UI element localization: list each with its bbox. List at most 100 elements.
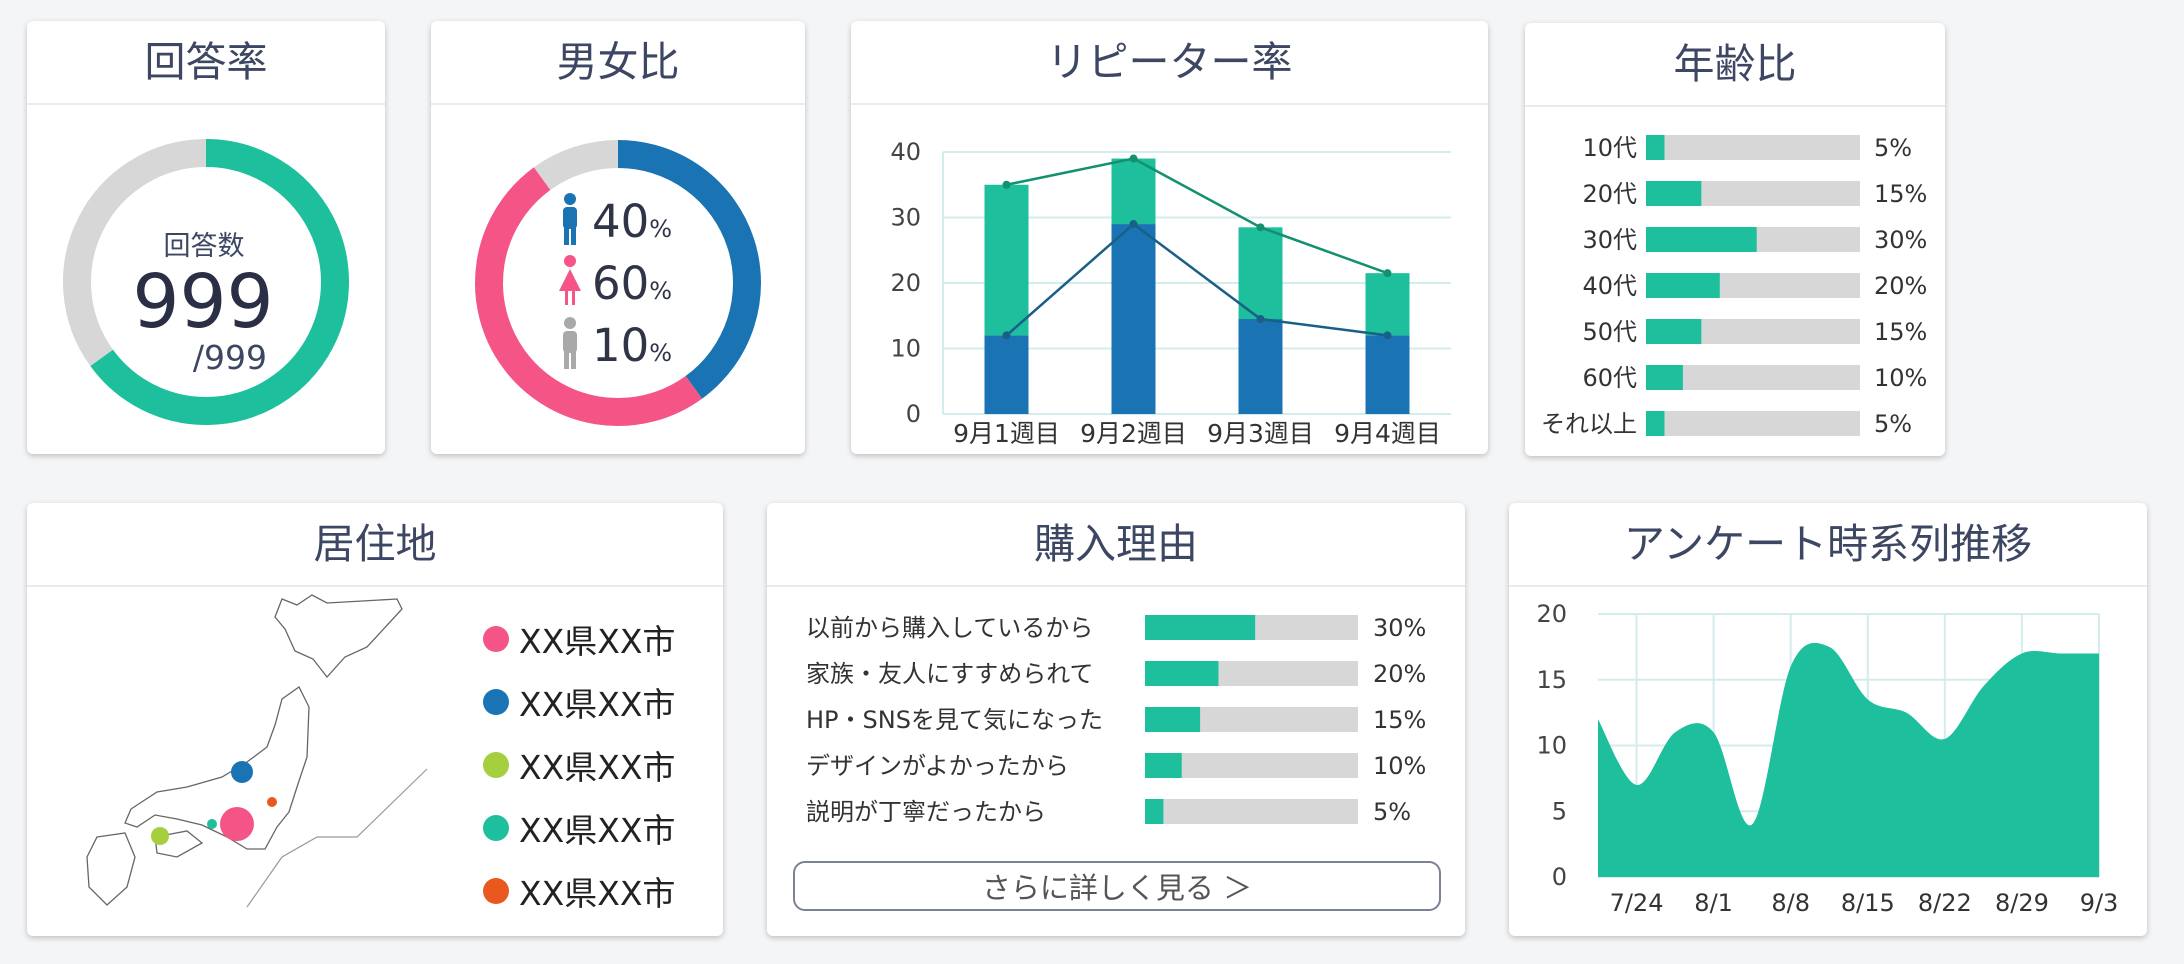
- repeater-ytick: 40: [890, 138, 921, 166]
- timeline-xtick: 8/15: [1841, 889, 1895, 917]
- residence-legend-label: XX県XX市: [519, 685, 676, 724]
- purchase-chart: 以前から購入しているから 30% 家族・友人にすすめられて 20% HP・SNSを見て気…: [806, 614, 1426, 826]
- age-bar-5: [1646, 365, 1683, 390]
- legend-dot-icon: [483, 626, 509, 652]
- map-line: [246, 768, 428, 908]
- age-label: 10代: [1582, 134, 1637, 162]
- timeline-chart: 0 5 10 15 20 7/24 8/1 8/8 8/15 8/22 8/29 9/3: [1536, 600, 2119, 917]
- repeater-ytick: 10: [890, 335, 921, 363]
- map-marker-1: [267, 797, 277, 807]
- repeater-point-1-1: [1129, 154, 1138, 163]
- response-rate-slice-0: [90, 139, 349, 425]
- response-count-label: 回答数: [164, 231, 245, 262]
- response-count-value: 999: [132, 259, 273, 345]
- gender-donut: 40% 60% 10%: [475, 140, 761, 426]
- map-marker-4: [151, 827, 169, 845]
- repeater-ytick: 30: [890, 204, 921, 232]
- residence-legend-label: XX県XX市: [519, 622, 676, 661]
- age-bar-4: [1646, 319, 1702, 344]
- residence-legend-label: XX県XX市: [519, 874, 676, 913]
- response-rate-slice-1: [63, 139, 207, 367]
- gender-title: 男女比: [431, 21, 805, 105]
- map-hokkaido: [274, 594, 403, 679]
- repeater-bar-s0-3: [1365, 335, 1410, 414]
- purchase-label: 説明が丁寧だったから: [806, 798, 1046, 826]
- gender-slice-2: [533, 140, 619, 191]
- age-bar-1: [1646, 181, 1702, 206]
- age-bar-0: [1646, 135, 1665, 160]
- timeline-ytick: 15: [1536, 666, 1567, 694]
- repeater-bar-s1-2: [1238, 227, 1283, 320]
- residence-card: 居住地 XX県XX市 XX県XX市 XX県XX市 XX県XX市 XX県XX市: [27, 503, 723, 936]
- repeater-point-0-2: [1256, 315, 1265, 324]
- age-value: 15%: [1874, 180, 1927, 208]
- more-details-button[interactable]: さらに詳しく見る ＞: [793, 861, 1441, 911]
- repeater-bar-s0-0: [984, 335, 1029, 414]
- timeline-ytick: 5: [1552, 797, 1567, 825]
- female-icon: [559, 255, 581, 305]
- timeline-card: アンケート時系列推移 0 5 10 15 20 7/24 8/1 8/8 8/15 8/22 8/2…: [1509, 503, 2147, 936]
- repeater-point-1-3: [1383, 269, 1392, 278]
- purchase-bar-4: [1145, 799, 1164, 824]
- timeline-xtick: 8/1: [1694, 889, 1733, 917]
- purchase-value: 30%: [1373, 614, 1426, 642]
- age-label: 50代: [1582, 318, 1637, 346]
- age-label: 40代: [1582, 272, 1637, 300]
- timeline-xtick: 8/22: [1918, 889, 1972, 917]
- legend-dot-icon: [483, 752, 509, 778]
- person-icon: [563, 317, 577, 369]
- residence-legend-item: XX県XX市: [483, 741, 675, 789]
- purchase-label: 家族・友人にすすめられて: [806, 660, 1094, 688]
- map-marker-0: [231, 761, 253, 783]
- gender-card: 男女比 40% 60% 10%: [431, 21, 805, 454]
- map-kyushu: [86, 832, 136, 906]
- age-value: 5%: [1874, 410, 1912, 438]
- repeater-xtick: 9月2週目: [1080, 419, 1187, 448]
- purchase-value: 5%: [1373, 798, 1411, 826]
- age-value: 15%: [1874, 318, 1927, 346]
- age-card: 年齢比 10代 5% 20代 15% 30代 30% 40代 20% 50代 15% 60代 10% そ…: [1525, 23, 1945, 456]
- age-bar-3: [1646, 273, 1720, 298]
- repeater-line-1: [1006, 157, 1388, 275]
- repeater-bar-s0-1: [1111, 224, 1156, 414]
- repeater-point-1-0: [1002, 180, 1011, 189]
- age-bar-6: [1646, 411, 1665, 436]
- repeater-point-0-1: [1129, 220, 1138, 229]
- residence-legend-item: XX県XX市: [483, 867, 675, 915]
- map-marker-3: [207, 819, 217, 829]
- repeater-xtick: 9月4週目: [1334, 419, 1441, 448]
- repeater-title: リピーター率: [851, 21, 1488, 105]
- japan-map-icon: [86, 594, 428, 908]
- repeater-point-0-3: [1383, 331, 1392, 340]
- repeater-card: リピーター率 0 10 20 30 40 9月1週目 9月2週目 9月3週目 9月4週目: [851, 21, 1488, 454]
- repeater-bar-s1-3: [1365, 273, 1410, 336]
- timeline-ytick: 20: [1536, 600, 1567, 628]
- purchase-title: 購入理由: [767, 503, 1465, 587]
- gender-slice-1: [475, 167, 703, 426]
- timeline-area: [1598, 642, 2099, 877]
- age-track: [1646, 135, 1860, 160]
- gender-slice-0: [617, 140, 761, 399]
- age-title: 年齢比: [1525, 23, 1945, 107]
- timeline-title: アンケート時系列推移: [1509, 503, 2147, 587]
- age-value: 30%: [1874, 226, 1927, 254]
- residence-legend-label: XX県XX市: [519, 811, 676, 850]
- purchase-bar-1: [1145, 661, 1219, 686]
- timeline-xtick: 9/3: [2080, 889, 2119, 917]
- response-count-total: /999: [193, 338, 267, 377]
- residence-title: 居住地: [27, 503, 723, 587]
- purchase-label: 以前から購入しているから: [806, 614, 1093, 642]
- timeline-ytick: 0: [1552, 863, 1567, 891]
- purchase-value: 20%: [1373, 660, 1426, 688]
- age-value: 5%: [1874, 134, 1912, 162]
- repeater-xtick: 9月1週目: [953, 419, 1060, 448]
- repeater-chart: 0 10 20 30 40 9月1週目 9月2週目 9月3週目 9月4週目: [890, 138, 1451, 448]
- gender-value-2: 10%: [592, 319, 672, 372]
- age-value: 20%: [1874, 272, 1927, 300]
- response-rate-title: 回答率: [27, 21, 385, 105]
- purchase-bar-3: [1145, 753, 1182, 778]
- male-icon: [563, 193, 577, 245]
- repeater-point-0-0: [1002, 331, 1011, 340]
- map-honshu: [124, 686, 310, 850]
